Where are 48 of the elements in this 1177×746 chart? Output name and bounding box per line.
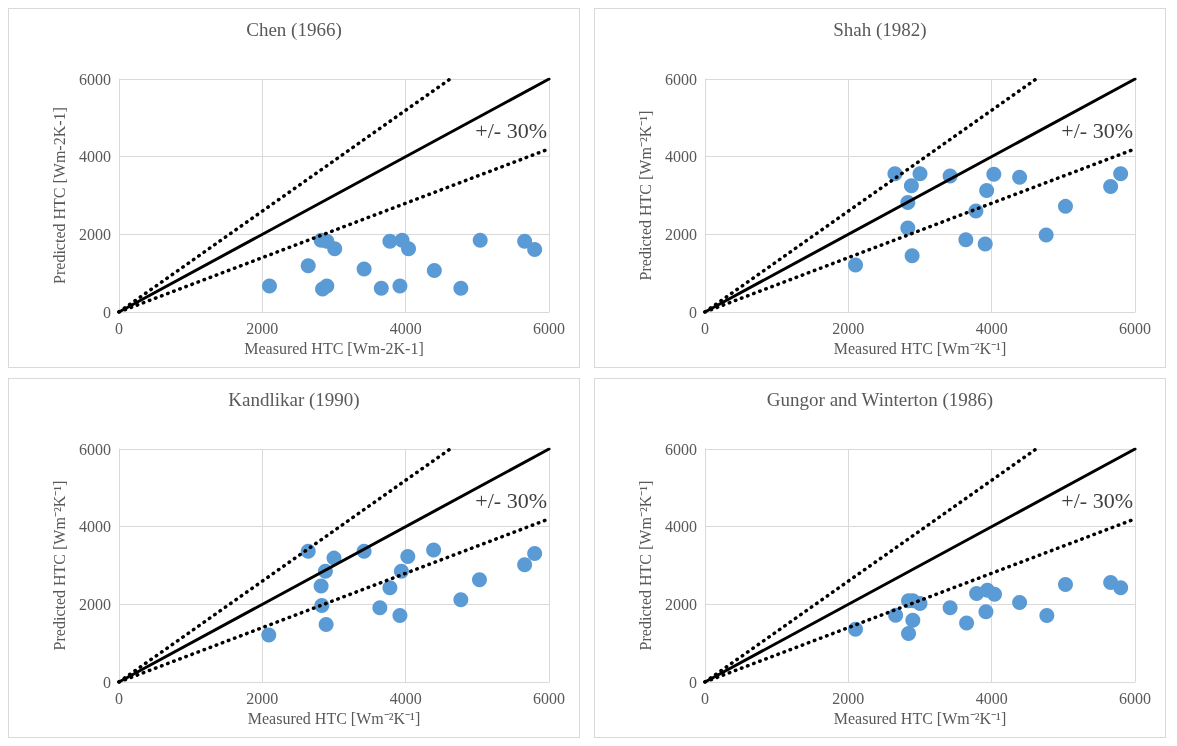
x-tick-label: 0 — [115, 319, 123, 337]
chart-title: Gungor and Winterton (1986) — [766, 389, 994, 411]
x-axis-title: Measured HTC [Wm⁻²K⁻¹] — [833, 340, 1007, 358]
x-tick-label: 0 — [701, 319, 709, 337]
x-tick-label: 2000 — [246, 319, 279, 337]
x-axis-title: Measured HTC [Wm⁻²K⁻¹] — [833, 710, 1007, 728]
annotation: +/- 30% — [475, 117, 547, 143]
x-tick-label: 6000 — [533, 689, 565, 707]
y-axis-title: Predicted HTC [Wm-2K-1] — [50, 107, 68, 284]
y-axis-title: Predicted HTC [Wm⁻²K⁻¹] — [50, 480, 68, 651]
x-tick-label: 2000 — [832, 689, 865, 707]
x-tick-label: 6000 — [1119, 689, 1151, 707]
y-axis-title: Predicted HTC [Wm⁻²K⁻¹] — [636, 480, 654, 651]
y-axis-title: Predicted HTC [Wm⁻²K⁻¹] — [636, 110, 654, 281]
y-tick-label: 2000 — [665, 595, 697, 613]
x-tick-label: 0 — [701, 689, 709, 707]
annotation: +/- 30% — [1061, 487, 1133, 513]
x-tick-label: 2000 — [832, 319, 865, 337]
x-tick-label: 4000 — [975, 689, 1008, 707]
y-tick-label: 0 — [103, 303, 111, 321]
y-tick-label: 4000 — [665, 518, 697, 536]
chart-title: Chen (1966) — [246, 19, 342, 41]
y-tick-label: 4000 — [79, 148, 111, 166]
x-tick-label: 0 — [115, 689, 123, 707]
y-tick-label: 6000 — [79, 440, 111, 458]
x-tick-label: 4000 — [975, 319, 1008, 337]
x-tick-label: 6000 — [533, 319, 565, 337]
y-tick-label: 6000 — [665, 440, 697, 458]
x-tick-label: 6000 — [1119, 319, 1151, 337]
y-tick-label: 2000 — [79, 225, 111, 243]
y-tick-label: 6000 — [79, 70, 111, 88]
x-tick-label: 2000 — [246, 689, 279, 707]
x-tick-label: 4000 — [389, 319, 422, 337]
y-tick-label: 6000 — [665, 70, 697, 88]
chart-title: Kandlikar (1990) — [228, 389, 360, 411]
y-tick-label: 2000 — [79, 595, 111, 613]
x-axis-title: Measured HTC [Wm-2K-1] — [244, 340, 424, 358]
chart-title: Shah (1982) — [833, 19, 927, 41]
x-axis-title: Measured HTC [Wm⁻²K⁻¹] — [247, 710, 421, 728]
annotation: +/- 30% — [475, 487, 547, 513]
y-tick-label: 0 — [689, 303, 697, 321]
annotation: +/- 30% — [1061, 117, 1133, 143]
y-tick-label: 4000 — [665, 148, 697, 166]
y-tick-label: 0 — [103, 673, 111, 691]
y-tick-label: 4000 — [79, 518, 111, 536]
y-tick-label: 2000 — [665, 225, 697, 243]
x-tick-label: 4000 — [389, 689, 422, 707]
y-tick-label: 0 — [689, 673, 697, 691]
